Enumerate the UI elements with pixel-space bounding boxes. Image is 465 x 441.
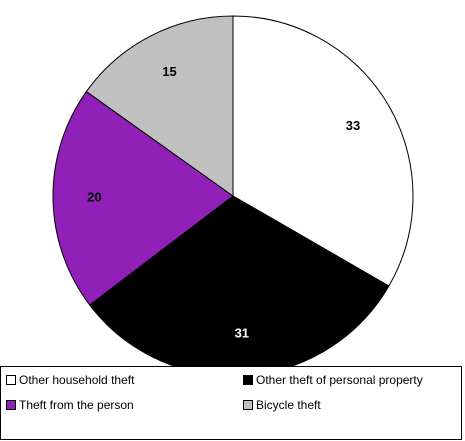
- legend-label: Other household theft: [19, 373, 135, 387]
- pie-chart: 33 31 20 15: [52, 15, 414, 366]
- legend-item-theft-from-the-person: Theft from the person: [6, 396, 134, 414]
- pie-slice-bicycle-theft: [85, 15, 234, 197]
- pie-slice-other-theft-of-personal-property: [89, 195, 390, 366]
- legend-label: Other theft of personal property: [256, 373, 423, 387]
- pie-data-label-bicycle-theft: 15: [162, 64, 176, 79]
- legend-label: Bicycle theft: [256, 398, 321, 412]
- pie-data-label-other-household-theft: 33: [346, 118, 360, 133]
- pie-data-label-theft-from-the-person: 20: [87, 190, 101, 205]
- legend-swatch: [243, 375, 253, 385]
- legend-label: Theft from the person: [19, 398, 134, 412]
- legend-item-other-theft-of-personal-property: Other theft of personal property: [243, 371, 423, 389]
- legend-swatch: [6, 400, 16, 410]
- legend-item-bicycle-theft: Bicycle theft: [243, 396, 321, 414]
- chart-legend: Other household theft Other theft of per…: [0, 366, 462, 440]
- legend-swatch: [6, 375, 16, 385]
- pie-slice-theft-from-the-person: [52, 90, 234, 306]
- pie-data-label-other-theft-of-personal-property: 31: [235, 326, 249, 341]
- pie-slice-other-household-theft: [232, 15, 414, 287]
- legend-item-other-household-theft: Other household theft: [6, 371, 134, 389]
- legend-swatch: [243, 400, 253, 410]
